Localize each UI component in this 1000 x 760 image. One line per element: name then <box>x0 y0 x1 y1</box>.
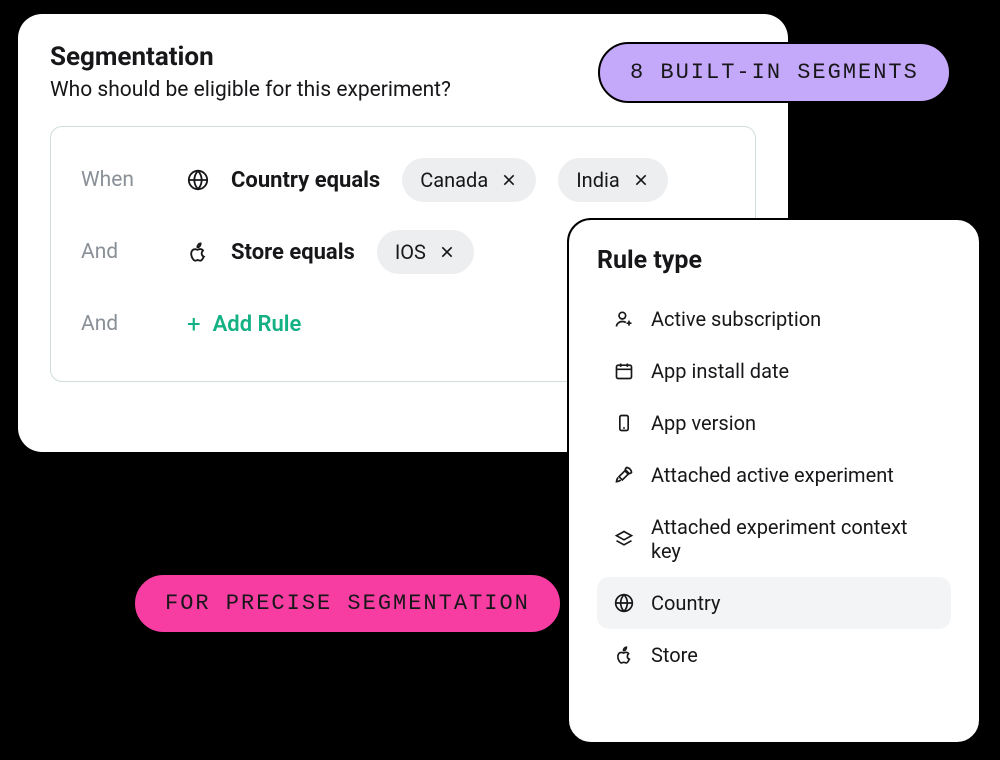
add-rule-button[interactable]: + Add Rule <box>187 312 301 337</box>
layers-icon <box>613 528 635 550</box>
rule-type-item-attached-active-experiment[interactable]: Attached active experiment <box>597 449 951 501</box>
rule-type-list: Active subscription App install date App… <box>597 293 951 681</box>
rule-type-item-country[interactable]: Country <box>597 577 951 629</box>
plus-icon: + <box>187 312 201 336</box>
chip-canada[interactable]: Canada <box>402 158 536 202</box>
rule-type-item-active-subscription[interactable]: Active subscription <box>597 293 951 345</box>
apple-icon <box>613 644 635 666</box>
apple-icon <box>187 241 209 263</box>
phone-icon <box>613 412 635 434</box>
add-rule-label: Add Rule <box>213 312 302 337</box>
rule-type-item-app-version[interactable]: App version <box>597 397 951 449</box>
globe-icon <box>613 592 635 614</box>
chip-label: Canada <box>420 168 488 192</box>
close-icon[interactable] <box>500 171 518 189</box>
rule-type-label: Attached experiment context key <box>651 515 935 563</box>
close-icon[interactable] <box>438 243 456 261</box>
rule-type-label: Active subscription <box>651 307 821 331</box>
rule-type-item-store[interactable]: Store <box>597 629 951 681</box>
globe-icon <box>187 169 209 191</box>
close-icon[interactable] <box>632 171 650 189</box>
rule-type-item-app-install-date[interactable]: App install date <box>597 345 951 397</box>
rule-type-label: Country <box>651 591 720 615</box>
rule-row: When Country equals Canada India <box>81 153 725 207</box>
precise-segmentation-badge: FOR PRECISE SEGMENTATION <box>133 573 562 634</box>
user-plus-icon <box>613 308 635 330</box>
chip-ios[interactable]: IOS <box>377 230 474 274</box>
rule-keyword: When <box>81 168 165 192</box>
chip-label: IOS <box>395 240 426 264</box>
rule-condition: Store equals <box>231 240 355 265</box>
rule-type-label: App version <box>651 411 756 435</box>
built-in-segments-badge: 8 BUILT-IN SEGMENTS <box>598 42 951 103</box>
calendar-icon <box>613 360 635 382</box>
rocket-icon <box>613 464 635 486</box>
rule-type-label: App install date <box>651 359 789 383</box>
chip-india[interactable]: India <box>558 158 668 202</box>
rule-type-title: Rule type <box>597 246 951 275</box>
rule-type-card: Rule type Active subscription App instal… <box>567 218 981 744</box>
rule-type-item-attached-experiment-context-key[interactable]: Attached experiment context key <box>597 501 951 577</box>
chip-label: India <box>576 168 620 192</box>
rule-type-label: Store <box>651 643 698 667</box>
rule-keyword: And <box>81 312 165 336</box>
rule-keyword: And <box>81 240 165 264</box>
rule-type-label: Attached active experiment <box>651 463 894 487</box>
rule-condition: Country equals <box>231 168 380 193</box>
